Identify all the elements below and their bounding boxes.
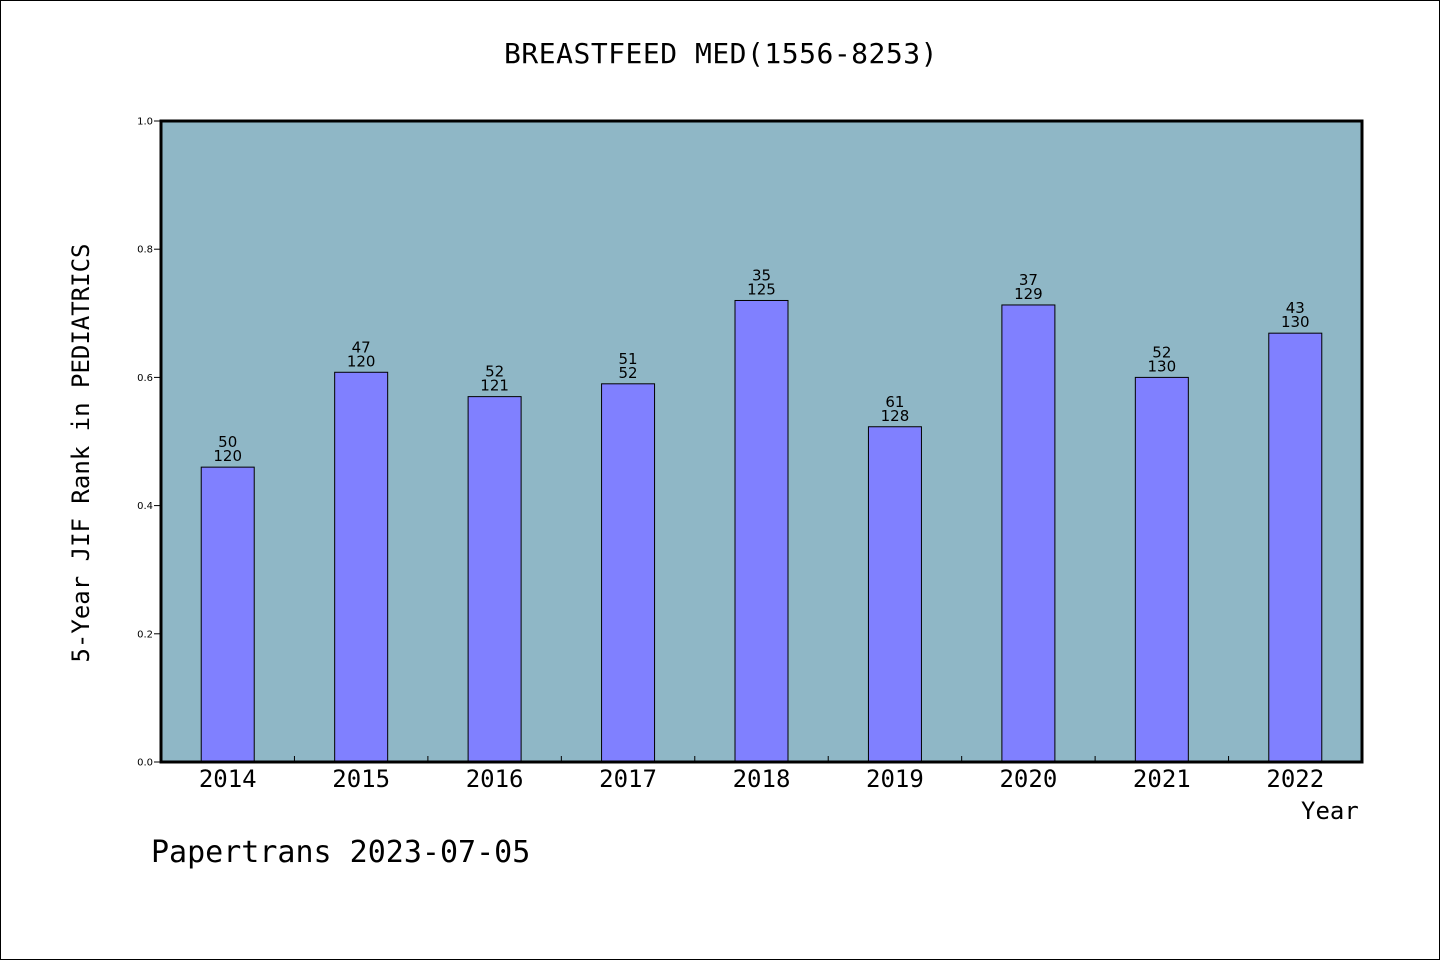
x-tick-label: 2018 (733, 765, 791, 793)
bar-total-label: 121 (480, 377, 509, 395)
y-tick-label: 0.6 (137, 373, 153, 384)
bar (1134, 376, 1189, 763)
bar (734, 299, 789, 763)
x-tick-label: 2017 (599, 765, 657, 793)
x-tick-label: 2016 (466, 765, 524, 793)
bar-total-label: 129 (1014, 285, 1043, 303)
x-tick-label: 2022 (1266, 765, 1324, 793)
bar (334, 371, 389, 763)
bar-rank-label: 43 (1286, 299, 1305, 317)
bar-rank-label: 37 (1019, 271, 1038, 289)
bar-rank-label: 52 (1152, 343, 1171, 361)
bar-rank-label: 47 (352, 338, 371, 356)
bar-rank-label: 51 (619, 350, 638, 368)
bar-rank-label: 52 (485, 363, 504, 381)
x-tick-label: 2015 (332, 765, 390, 793)
x-tick-label: 2020 (999, 765, 1057, 793)
x-tick-label: 2021 (1133, 765, 1191, 793)
plot-frame (159, 119, 1364, 764)
bar-rank-label: 61 (885, 393, 904, 411)
footer-watermark: Papertrans 2023-07-05 (151, 835, 531, 870)
x-tick-label: 2014 (199, 765, 257, 793)
bar-total-label: 130 (1148, 357, 1177, 375)
y-tick-label: 0.0 (137, 758, 153, 769)
y-tick-label: 0.8 (137, 245, 153, 256)
bar (601, 383, 656, 763)
bar (1001, 304, 1056, 763)
bar (1268, 332, 1323, 763)
y-tick-label: 1.0 (137, 117, 153, 128)
bar-total-label: 52 (619, 364, 638, 382)
bar (200, 466, 255, 763)
bar-total-label: 128 (881, 407, 910, 425)
bar-total-label: 125 (747, 280, 776, 298)
bar-total-label: 120 (213, 447, 242, 465)
bar (867, 426, 922, 763)
bar-rank-label: 50 (218, 433, 237, 451)
bar-total-label: 130 (1281, 313, 1310, 331)
x-axis-label: Year (1301, 797, 1359, 825)
x-tick-label: 2019 (866, 765, 924, 793)
bar-total-label: 120 (347, 352, 376, 370)
y-tick-label: 0.2 (137, 629, 153, 640)
bar (467, 396, 522, 763)
bar-rank-label: 35 (752, 266, 771, 284)
chart-title: BREASTFEED MED(1556-8253) (504, 37, 938, 70)
y-tick-label: 0.4 (137, 501, 153, 512)
